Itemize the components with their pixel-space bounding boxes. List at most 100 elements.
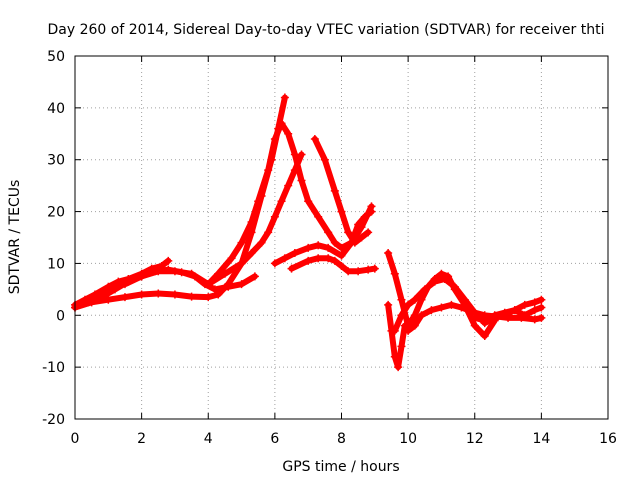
data-point-marker: [237, 280, 246, 289]
data-series-12: [470, 303, 546, 325]
data-point-marker: [520, 311, 529, 320]
data-point-marker: [354, 267, 363, 276]
data-series-5: [204, 150, 306, 289]
data-point-marker: [500, 308, 509, 317]
data-point-marker: [154, 289, 163, 298]
data-point-marker: [324, 254, 333, 263]
data-point-marker: [387, 326, 396, 335]
data-point-marker: [187, 292, 196, 301]
data-point-marker: [290, 249, 299, 258]
x-tick-label: 16: [599, 431, 617, 447]
y-tick-label: 0: [56, 308, 65, 324]
data-point-marker: [530, 298, 539, 307]
axis-ticks: [74, 55, 609, 420]
data-point-marker: [270, 212, 279, 221]
data-point-marker: [450, 282, 459, 291]
data-point-marker: [164, 256, 173, 265]
data-point-marker: [437, 269, 446, 278]
y-tick-label: 10: [47, 256, 65, 272]
data-point-marker: [120, 293, 129, 302]
data-point-marker: [417, 311, 426, 320]
data-point-marker: [480, 332, 489, 341]
data-point-marker: [457, 303, 466, 312]
data-point-marker: [304, 256, 313, 265]
data-point-marker: [120, 280, 129, 289]
data-point-marker: [214, 290, 223, 299]
data-point-marker: [330, 256, 339, 265]
data-point-marker: [237, 259, 246, 268]
data-point-marker: [360, 212, 369, 221]
data-point-marker: [530, 306, 539, 315]
data-point-marker: [264, 228, 273, 237]
data-point-marker: [237, 238, 246, 247]
data-point-marker: [220, 269, 229, 278]
data-point-marker: [250, 272, 259, 281]
data-point-marker: [290, 166, 299, 175]
data-point-marker: [364, 228, 373, 237]
data-point-marker: [397, 295, 406, 304]
data-point-marker: [337, 207, 346, 216]
data-point-marker: [337, 262, 346, 271]
data-point-marker: [270, 134, 279, 143]
data-point-marker: [310, 134, 319, 143]
data-point-marker: [480, 316, 489, 325]
x-tick-label: 14: [532, 431, 550, 447]
data-point-marker: [344, 228, 353, 237]
data-point-marker: [350, 238, 359, 247]
data-point-marker: [437, 303, 446, 312]
data-point-marker: [510, 306, 519, 315]
data-point-marker: [280, 93, 289, 102]
data-series-7: [287, 254, 379, 276]
data-point-marker: [504, 313, 513, 322]
data-point-marker: [280, 254, 289, 263]
x-tick-label: 8: [337, 431, 346, 447]
data-point-marker: [324, 243, 333, 252]
data-point-marker: [277, 119, 286, 128]
data-point-marker: [470, 321, 479, 330]
data-point-marker: [314, 254, 323, 263]
data-point-marker: [264, 166, 273, 175]
x-tick-label: 12: [466, 431, 484, 447]
data-point-marker: [247, 249, 256, 258]
data-point-marker: [394, 363, 403, 372]
data-point-marker: [227, 254, 236, 263]
data-point-marker: [530, 315, 539, 324]
data-point-marker: [370, 264, 379, 273]
data-point-marker: [154, 267, 163, 276]
data-point-marker: [344, 267, 353, 276]
data-point-marker: [137, 290, 146, 299]
data-point-marker: [384, 249, 393, 258]
data-point-marker: [284, 129, 293, 138]
data-point-marker: [427, 306, 436, 315]
series-trace: [72, 257, 172, 308]
chart-title: Day 260 of 2014, Sidereal Day-to-day VTE…: [48, 22, 605, 38]
data-point-marker: [430, 277, 439, 286]
data-point-marker: [170, 290, 179, 299]
data-point-marker: [187, 269, 196, 278]
y-tick-label: 50: [47, 49, 65, 65]
data-point-marker: [537, 303, 546, 312]
data-point-marker: [390, 352, 399, 361]
data-series-4: [120, 119, 376, 289]
y-tick-label: 40: [47, 101, 65, 117]
data-point-marker: [304, 197, 313, 206]
data-point-marker: [330, 238, 339, 247]
x-tick-label: 6: [270, 431, 279, 447]
data-point-marker: [104, 282, 113, 291]
data-point-marker: [384, 300, 393, 309]
data-point-marker: [337, 251, 346, 260]
series-trace: [288, 255, 378, 275]
data-point-marker: [314, 241, 323, 250]
data-series-group: [71, 93, 546, 372]
data-point-marker: [137, 272, 146, 281]
data-point-marker: [440, 274, 449, 283]
data-point-marker: [297, 150, 306, 159]
data-point-marker: [410, 295, 419, 304]
data-point-marker: [314, 212, 323, 221]
data-point-marker: [304, 243, 313, 252]
series-trace: [311, 136, 372, 246]
data-point-marker: [460, 295, 469, 304]
grid-lines: [75, 56, 608, 419]
data-point-marker: [397, 342, 406, 351]
